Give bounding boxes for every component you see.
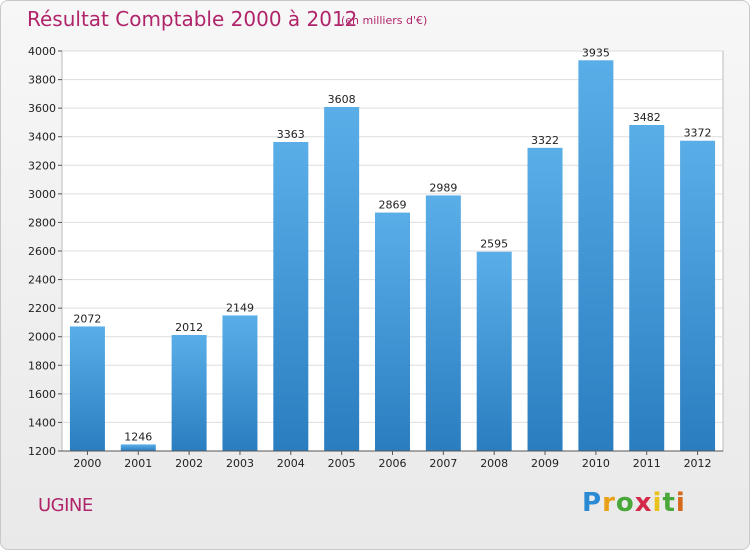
x-tick-label: 2007 bbox=[429, 457, 457, 470]
x-tick-label: 2010 bbox=[582, 457, 610, 470]
bar bbox=[375, 212, 410, 451]
x-tick-label: 2000 bbox=[73, 457, 101, 470]
y-tick-label: 3400 bbox=[28, 131, 56, 144]
y-tick-label: 3200 bbox=[28, 159, 56, 172]
data-label: 1246 bbox=[124, 430, 152, 443]
x-tick-label: 2009 bbox=[531, 457, 559, 470]
logo-letter: t bbox=[662, 488, 676, 518]
y-tick-label: 3600 bbox=[28, 102, 56, 115]
y-tick-label: 2400 bbox=[28, 274, 56, 287]
bar bbox=[324, 107, 360, 451]
commune-name: UGINE bbox=[38, 495, 93, 516]
data-label: 3372 bbox=[684, 127, 712, 140]
bar bbox=[69, 326, 105, 451]
data-label: 2989 bbox=[429, 181, 457, 194]
logo-letter: P bbox=[582, 488, 603, 518]
x-tick-label: 2002 bbox=[175, 457, 203, 470]
bar bbox=[578, 60, 614, 452]
bar bbox=[222, 315, 258, 451]
data-label: 3322 bbox=[531, 134, 559, 147]
proxiti-logo: Proxiti bbox=[582, 488, 686, 518]
y-tick-label: 1200 bbox=[28, 445, 56, 458]
data-label: 2869 bbox=[379, 199, 407, 212]
bar bbox=[476, 251, 512, 451]
bar bbox=[527, 147, 563, 451]
chart-title: Résultat Comptable 2000 à 2012 bbox=[27, 7, 358, 31]
bar bbox=[120, 444, 156, 451]
bar bbox=[273, 142, 309, 451]
x-tick-label: 2012 bbox=[684, 457, 712, 470]
data-label: 3935 bbox=[582, 46, 610, 59]
data-label: 2149 bbox=[226, 301, 254, 314]
x-tick-label: 2003 bbox=[226, 457, 254, 470]
logo-letter: o bbox=[615, 488, 635, 518]
data-label: 2072 bbox=[73, 312, 101, 325]
y-tick-label: 3800 bbox=[28, 74, 56, 87]
x-tick-label: 2004 bbox=[277, 457, 305, 470]
x-tick-label: 2006 bbox=[379, 457, 407, 470]
data-label: 3608 bbox=[328, 93, 356, 106]
data-label: 3363 bbox=[277, 128, 305, 141]
logo-letter: r bbox=[602, 488, 616, 518]
data-label: 2595 bbox=[480, 238, 508, 251]
x-tick-label: 2001 bbox=[124, 457, 152, 470]
x-tick-label: 2011 bbox=[633, 457, 661, 470]
logo-letter: i bbox=[652, 488, 663, 518]
y-tick-label: 1400 bbox=[28, 416, 56, 429]
logo-letter: x bbox=[634, 488, 653, 518]
bar bbox=[171, 335, 207, 451]
y-tick-label: 2000 bbox=[28, 331, 56, 344]
y-tick-label: 1600 bbox=[28, 388, 56, 401]
x-tick-label: 2005 bbox=[328, 457, 356, 470]
y-tick-label: 2600 bbox=[28, 245, 56, 258]
chart-subtitle: (en milliers d'€) bbox=[341, 14, 428, 27]
data-label: 3482 bbox=[633, 111, 661, 124]
y-tick-label: 2800 bbox=[28, 216, 56, 229]
data-label: 2012 bbox=[175, 321, 203, 334]
y-tick-label: 2200 bbox=[28, 302, 56, 315]
x-tick-label: 2008 bbox=[480, 457, 508, 470]
bar bbox=[629, 125, 665, 451]
y-tick-label: 4000 bbox=[28, 45, 56, 58]
bar bbox=[425, 195, 461, 451]
y-tick-label: 1800 bbox=[28, 359, 56, 372]
bar bbox=[680, 140, 716, 451]
logo-letter: i bbox=[675, 488, 686, 518]
y-tick-label: 3000 bbox=[28, 188, 56, 201]
